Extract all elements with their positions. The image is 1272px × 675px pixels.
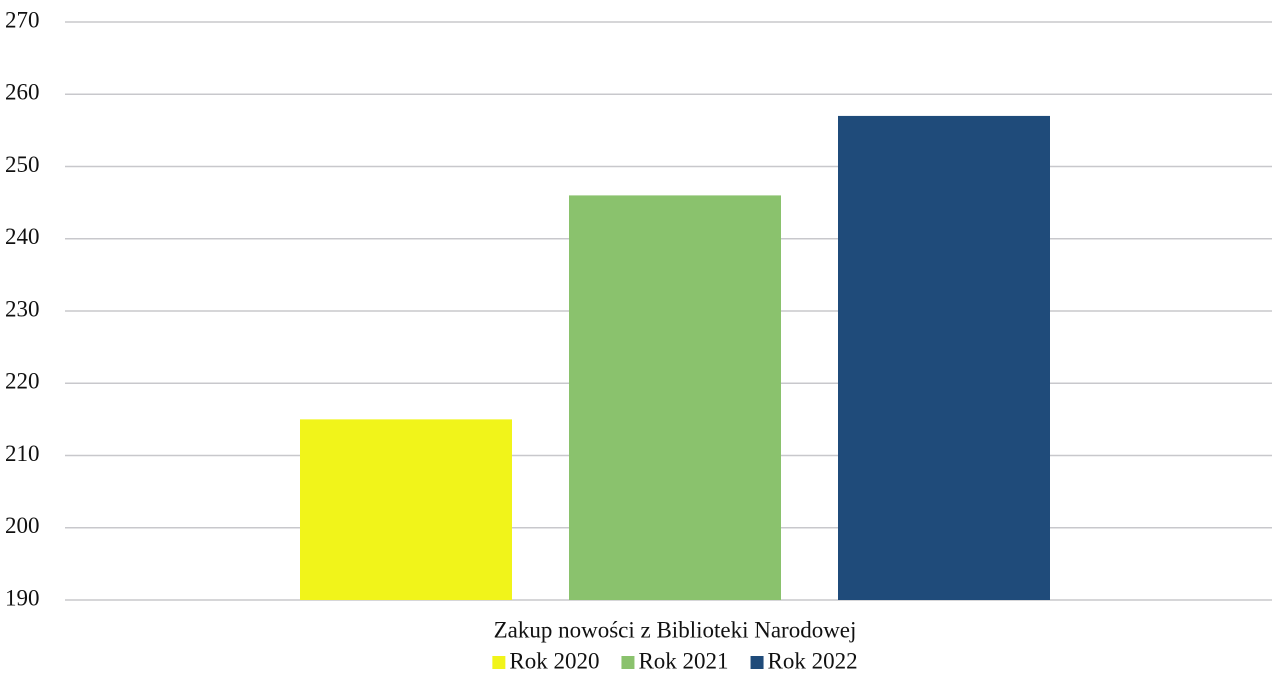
y-tick-label: 240 bbox=[5, 224, 40, 249]
x-tick-label: Zakup nowości z Biblioteki Narodowej bbox=[494, 617, 857, 642]
legend-label: Rok 2020 bbox=[509, 648, 599, 673]
legend-label: Rok 2022 bbox=[768, 648, 858, 673]
y-tick-label: 200 bbox=[5, 513, 40, 538]
legend-swatch bbox=[621, 656, 635, 669]
bar bbox=[300, 419, 512, 600]
y-tick-label: 250 bbox=[5, 152, 40, 177]
legend-label: Rok 2021 bbox=[638, 648, 728, 673]
y-tick-label: 270 bbox=[5, 7, 40, 32]
y-tick-label: 260 bbox=[5, 80, 40, 105]
bar bbox=[838, 115, 1050, 601]
y-tick-label: 190 bbox=[5, 585, 40, 610]
y-tick-label: 230 bbox=[5, 296, 40, 321]
y-tick-label: 210 bbox=[5, 441, 40, 466]
y-tick-label: 220 bbox=[5, 369, 40, 394]
legend-swatch bbox=[750, 656, 764, 669]
legend-swatch bbox=[492, 656, 506, 669]
bar bbox=[569, 195, 781, 600]
